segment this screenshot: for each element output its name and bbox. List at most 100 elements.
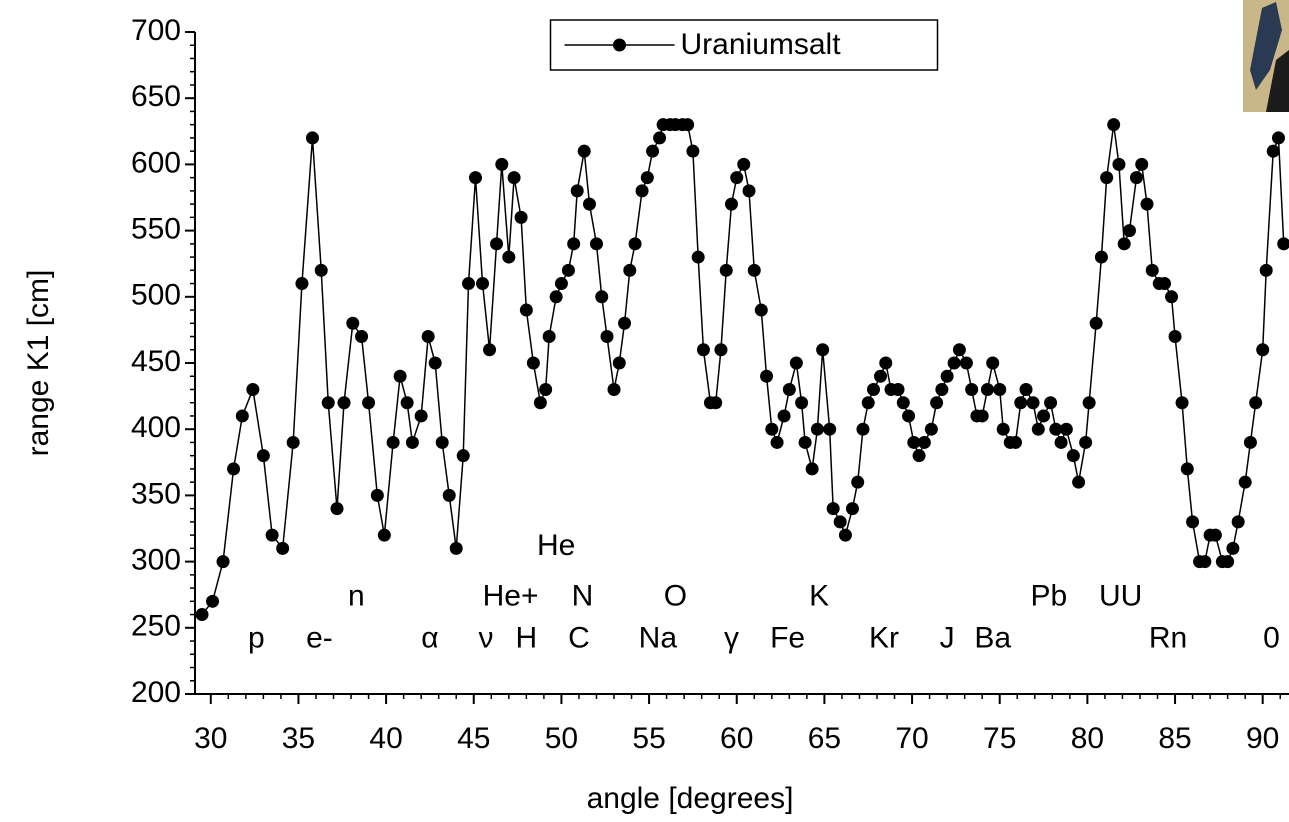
data-point [435, 435, 449, 449]
data-point [549, 290, 563, 304]
data-point [1266, 144, 1280, 158]
x-tick-label: 90 [1246, 722, 1279, 755]
data-point [940, 369, 954, 383]
data-point [1019, 382, 1033, 396]
data-point [400, 396, 414, 410]
annotation: He+ [483, 579, 539, 612]
data-point [561, 263, 575, 277]
data-point [539, 382, 553, 396]
data-point [377, 528, 391, 542]
data-point [1044, 396, 1058, 410]
data-point [770, 435, 784, 449]
legend-marker [613, 38, 626, 52]
y-tick-label: 300 [131, 544, 181, 577]
data-point [1014, 396, 1028, 410]
data-point [1271, 131, 1285, 145]
data-point [195, 608, 209, 622]
data-point [355, 330, 369, 344]
data-point [628, 237, 642, 251]
x-tick-label: 40 [369, 722, 402, 755]
x-tick-label: 85 [1158, 722, 1191, 755]
data-point [483, 343, 497, 357]
y-tick-label: 350 [131, 477, 181, 510]
data-point [714, 343, 728, 357]
data-point [993, 382, 1007, 396]
data-point [1009, 435, 1022, 449]
data-point [833, 515, 847, 529]
data-point [589, 237, 603, 251]
data-point [947, 356, 961, 370]
data-point [1117, 237, 1131, 251]
y-tick-label: 250 [131, 610, 181, 643]
data-point [421, 330, 435, 344]
annotation: Ba [974, 622, 1011, 655]
data-point [1112, 157, 1126, 171]
y-tick-label: 550 [131, 213, 181, 246]
data-point [428, 356, 442, 370]
data-point [314, 263, 328, 277]
data-point [1072, 475, 1086, 489]
data-point [789, 356, 803, 370]
data-point [1066, 449, 1080, 463]
data-point [321, 396, 335, 410]
data-point [917, 435, 931, 449]
data-point [1158, 277, 1172, 291]
data-point [777, 409, 791, 423]
data-point [826, 502, 840, 516]
data-point [719, 263, 733, 277]
corner-photo [1243, 0, 1289, 112]
data-point [861, 396, 875, 410]
data-point [930, 396, 944, 410]
x-tick-label: 35 [282, 722, 315, 755]
data-point [765, 422, 779, 436]
x-tick-label: 65 [808, 722, 841, 755]
data-point [582, 197, 596, 211]
annotation: Fe [770, 622, 805, 655]
data-point [810, 422, 824, 436]
data-point [276, 541, 290, 555]
data-point [747, 263, 761, 277]
data-point [405, 435, 419, 449]
annotation: 0 [1263, 622, 1280, 655]
annotation: Kr [869, 622, 899, 655]
data-point [330, 502, 344, 516]
data-point [1165, 290, 1179, 304]
data-point [816, 343, 830, 357]
data-point [691, 250, 705, 264]
y-tick-label: 450 [131, 345, 181, 378]
data-point [1180, 462, 1194, 476]
y-axis-label: range K1 [cm] [22, 270, 55, 457]
data-point [952, 343, 966, 357]
data-point [246, 382, 260, 396]
y-tick-label: 400 [131, 411, 181, 444]
data-point [227, 462, 241, 476]
data-point [476, 277, 490, 291]
y-tick-label: 500 [131, 279, 181, 312]
data-point [567, 237, 581, 251]
data-point [414, 409, 428, 423]
data-point [724, 197, 738, 211]
data-point [1145, 263, 1159, 277]
x-tick-label: 55 [632, 722, 665, 755]
data-point [1135, 157, 1149, 171]
data-point [386, 435, 400, 449]
legend: Uraniumsalt [549, 19, 939, 71]
data-point [1089, 316, 1103, 330]
data-point [1049, 422, 1063, 436]
data-point [216, 555, 230, 569]
x-tick-label: 70 [895, 722, 928, 755]
data-point [635, 184, 649, 198]
data-point [1037, 409, 1051, 423]
annotation: J [940, 622, 955, 655]
data-point [235, 409, 249, 423]
data-point [442, 488, 456, 502]
annotation: Rn [1149, 622, 1187, 655]
data-point [346, 316, 360, 330]
data-point [696, 343, 710, 357]
annotation: α [421, 622, 438, 655]
annotation: e- [306, 622, 333, 655]
data-point [1221, 555, 1235, 569]
data-point [490, 237, 504, 251]
data-point [337, 396, 351, 410]
data-point [1226, 541, 1240, 555]
